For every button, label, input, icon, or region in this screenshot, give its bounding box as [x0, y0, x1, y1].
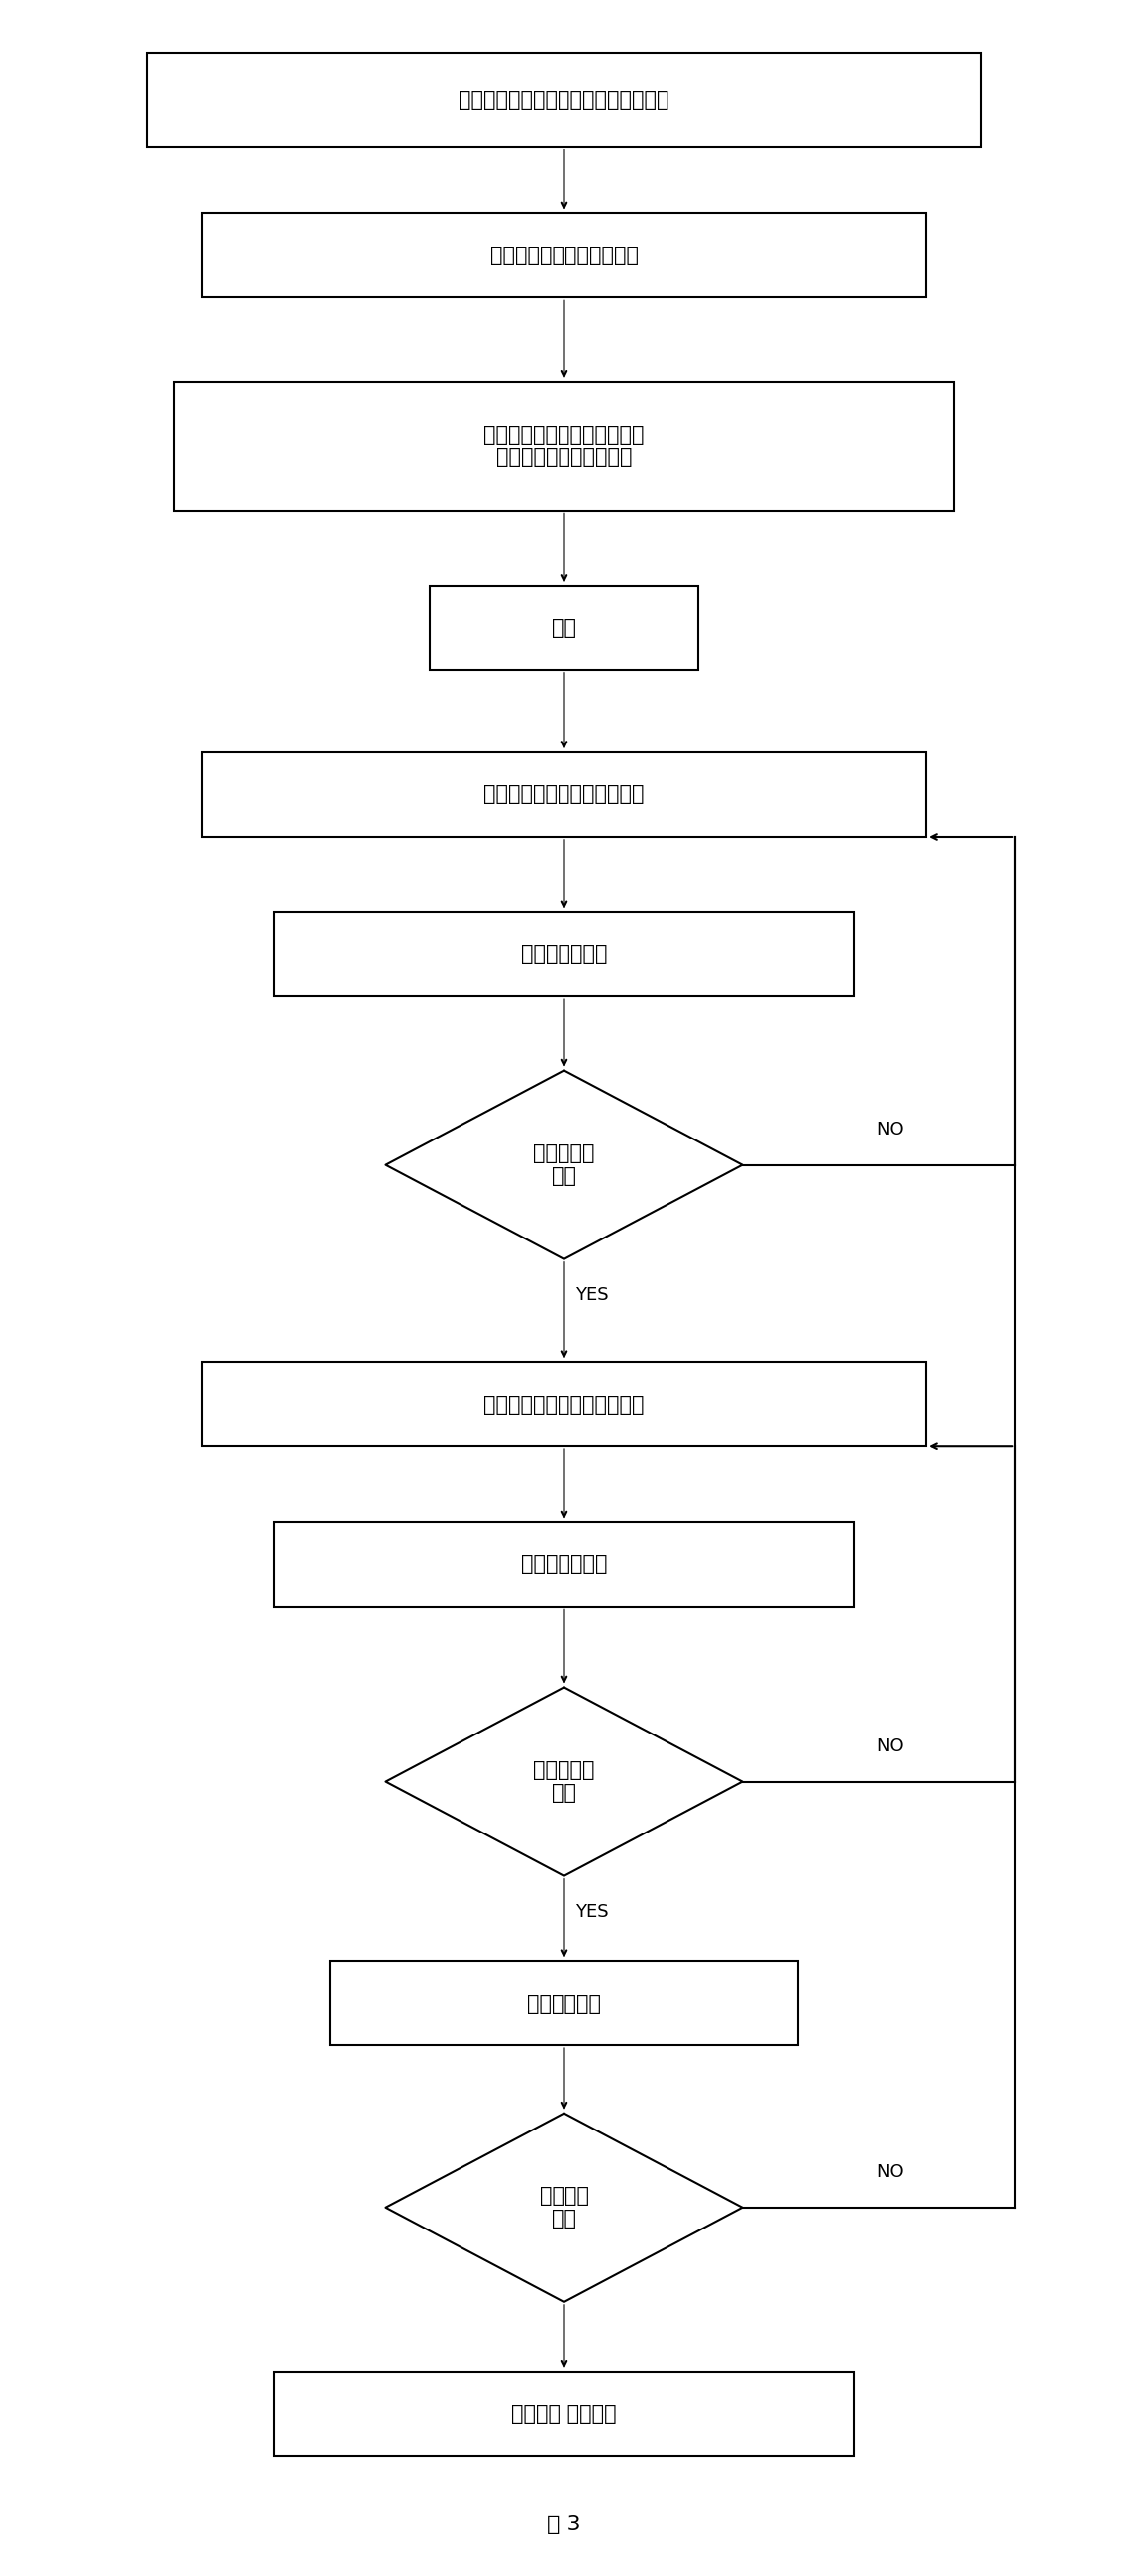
- Text: YES: YES: [575, 1904, 608, 1919]
- Text: 连接好调速装置及测试设备: 连接好调速装置及测试设备: [490, 245, 638, 265]
- Text: YES: YES: [575, 1285, 608, 1303]
- Polygon shape: [386, 2112, 742, 2303]
- Text: 开机: 开机: [552, 618, 576, 639]
- Text: 采集非叠片式直流电机的电气机械参数: 采集非叠片式直流电机的电气机械参数: [459, 90, 669, 111]
- Text: 评估速度环
特性: 评估速度环 特性: [534, 1759, 594, 1803]
- Bar: [274, 1522, 854, 1607]
- Text: NO: NO: [876, 2164, 904, 2182]
- Text: 评估控制
特性: 评估控制 特性: [539, 2187, 589, 2228]
- Text: 调整电流环特性: 调整电流环特性: [521, 945, 607, 963]
- Bar: [202, 214, 926, 296]
- Bar: [202, 1363, 926, 1448]
- Text: 按采集的电机参数及功能要求
设置数字式直流驱动装置: 按采集的电机参数及功能要求 设置数字式直流驱动装置: [484, 425, 644, 466]
- Bar: [274, 912, 854, 997]
- Text: 采集电流、电压转速转矩数据: 采集电流、电压转速转矩数据: [484, 1394, 644, 1414]
- Bar: [430, 585, 698, 670]
- Bar: [147, 54, 981, 147]
- Text: 调整速度环特性: 调整速度环特性: [521, 1553, 607, 1574]
- Text: 图 3: 图 3: [547, 2514, 581, 2535]
- Text: 结束关机 存储参数: 结束关机 存储参数: [511, 2403, 617, 2424]
- Text: 采集电流、电压转速转矩数据: 采集电流、电压转速转矩数据: [484, 786, 644, 804]
- Polygon shape: [386, 1687, 742, 1875]
- Text: 评估电流环
特性: 评估电流环 特性: [534, 1144, 594, 1188]
- Bar: [274, 2372, 854, 2455]
- Bar: [202, 752, 926, 837]
- Text: 全程范围试车: 全程范围试车: [527, 1994, 601, 2014]
- Bar: [331, 1960, 797, 2045]
- Bar: [174, 381, 954, 510]
- Text: NO: NO: [876, 1736, 904, 1754]
- Polygon shape: [386, 1072, 742, 1260]
- Text: NO: NO: [876, 1121, 904, 1139]
